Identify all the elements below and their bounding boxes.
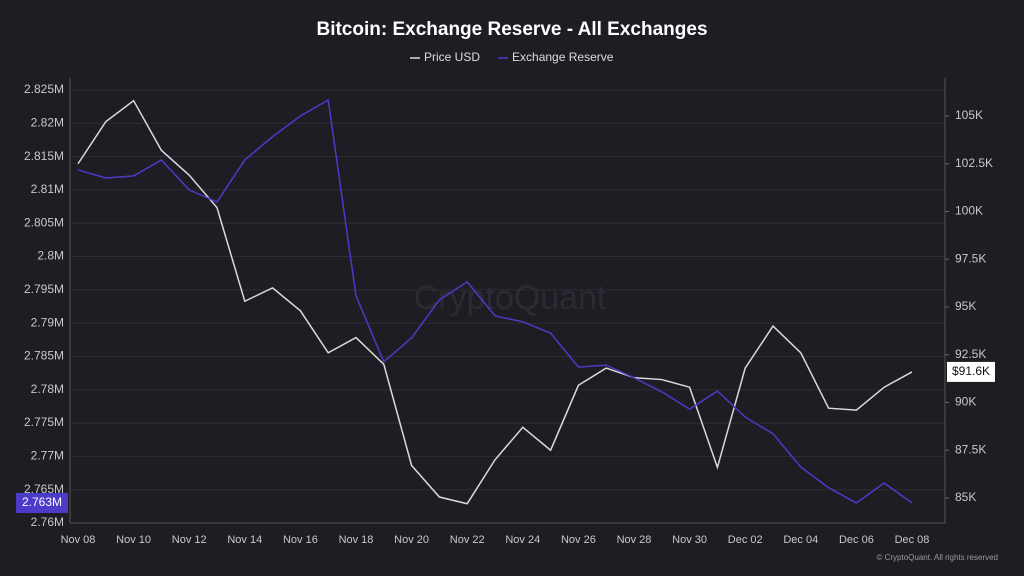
x-tick-label: Dec 04: [783, 534, 818, 546]
y2-tick-label: 87.5K: [955, 442, 986, 456]
y-tick-label: 2.77M: [31, 449, 64, 463]
chart-title: Bitcoin: Exchange Reserve - All Exchange…: [316, 19, 707, 40]
y2-tick-label: 92.5K: [955, 347, 986, 361]
y-tick-label: 2.8M: [37, 249, 64, 263]
x-tick-label: Nov 26: [561, 534, 596, 546]
y-tick-label: 2.81M: [31, 182, 64, 196]
x-tick-label: Nov 28: [617, 534, 652, 546]
x-tick-label: Nov 08: [61, 534, 96, 546]
x-tick-label: Dec 08: [895, 534, 930, 546]
footer: © CryptoQuant. All rights reserved: [877, 553, 999, 562]
x-tick-label: Nov 10: [116, 534, 151, 546]
y2-tick-label: 90K: [955, 395, 976, 409]
x-tick-label: Nov 20: [394, 534, 429, 546]
y-tick-label: 2.82M: [31, 115, 64, 129]
y-tick-label: 2.775M: [24, 415, 64, 429]
value-label: $91.6K: [952, 364, 990, 378]
x-tick-label: Nov 18: [339, 534, 374, 546]
y-tick-label: 2.815M: [24, 149, 64, 163]
x-tick-label: Nov 30: [672, 534, 707, 546]
legend-label: Exchange Reserve: [512, 50, 614, 64]
y2-tick-label: 102.5K: [955, 156, 993, 170]
y-tick-label: 2.79M: [31, 315, 64, 329]
value-label-box: [947, 361, 995, 382]
x-tick-label: Dec 06: [839, 534, 874, 546]
y-tick-label: 2.765M: [24, 482, 64, 496]
y2-tick-label: 97.5K: [955, 251, 986, 265]
x-tick-label: Nov 24: [505, 534, 540, 546]
x-tick-label: Nov 12: [172, 534, 207, 546]
y-tick-label: 2.785M: [24, 349, 64, 363]
y2-tick-label: 95K: [955, 299, 976, 313]
y2-tick-label: 105K: [955, 108, 983, 122]
legend-label: Price USD: [424, 50, 480, 64]
y-tick-label: 2.76M: [31, 515, 64, 529]
y-tick-label: 2.805M: [24, 215, 64, 229]
x-tick-label: Nov 22: [450, 534, 485, 546]
watermark: CryptoQuant: [414, 279, 607, 317]
y2-tick-label: 100K: [955, 204, 983, 218]
y-tick-label: 2.78M: [31, 382, 64, 396]
value-label: 2.763M: [22, 495, 62, 509]
y-tick-label: 2.825M: [24, 82, 64, 96]
series-line: [77, 99, 913, 505]
series-line: [77, 98, 913, 504]
x-tick-label: Dec 02: [728, 534, 763, 546]
x-tick-label: Nov 14: [227, 534, 262, 546]
y2-tick-label: 85K: [955, 490, 976, 504]
x-tick-label: Nov 16: [283, 534, 318, 546]
value-label-box: [16, 493, 68, 514]
y-tick-label: 2.795M: [24, 282, 64, 296]
